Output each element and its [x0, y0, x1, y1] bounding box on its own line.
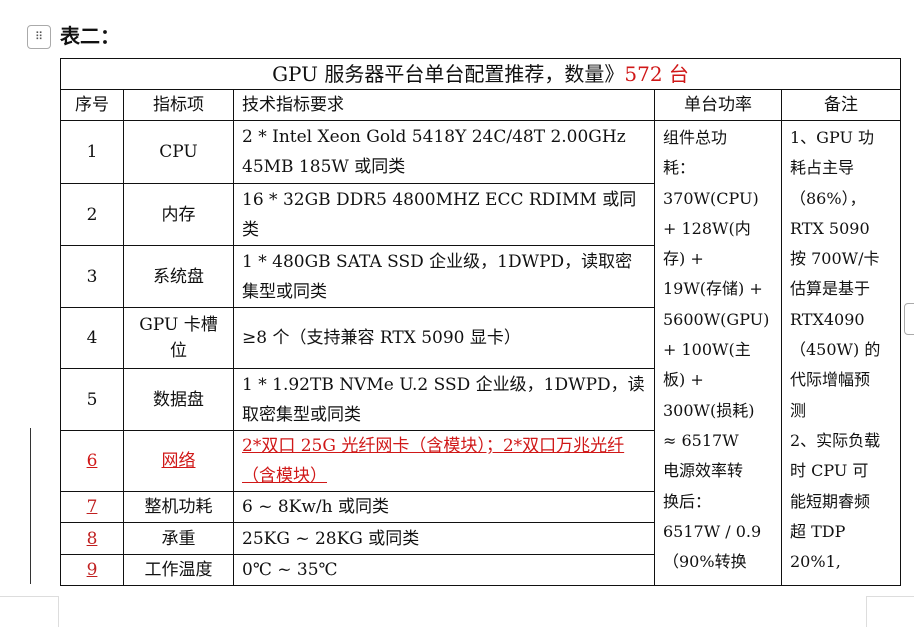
power-line: 存) + [663, 249, 704, 269]
power-line: 耗： [663, 158, 696, 178]
notes-line: 超 TDP [790, 521, 846, 541]
row-spec: ≥8 个（支持兼容 RTX 5090 显卡） [233, 307, 655, 369]
row-spec: 1 * 1.92TB NVMe U.2 SSD 企业级，1DWPD，读取密集型或… [233, 368, 655, 431]
row-item: CPU [123, 120, 234, 184]
notes-line: 按 700W/卡 [790, 249, 880, 269]
row-no: 1 [60, 120, 124, 184]
notes-line: 估算是基于 [790, 279, 871, 299]
side-tab[interactable] [904, 303, 914, 335]
power-line: 板) + [663, 370, 704, 390]
row-item: 网络 [123, 430, 234, 492]
title-text: GPU 服务器平台单台配置推荐，数量》 [272, 62, 625, 86]
power-line: 370W(CPU) [663, 188, 759, 208]
row-item: 承重 [123, 522, 234, 555]
row-no: 9 [60, 554, 124, 586]
header-power: 单台功率 [654, 89, 782, 121]
title-count: 572 台 [624, 62, 689, 86]
power-line: 6517W / 0.9 [663, 521, 762, 541]
row-spec: 2*双口 25G 光纤网卡（含模块）；2*双口万兆光纤（含模块） [233, 430, 655, 492]
row-no: 2 [60, 183, 124, 246]
notes-line: 1、GPU 功 [790, 128, 875, 147]
power-line: 300W(损耗) [663, 400, 755, 420]
power-line: 5600W(GPU) [663, 309, 770, 329]
table-title: GPU 服务器平台单台配置推荐，数量》572 台 [60, 58, 901, 90]
power-line: ≈ 6517W [663, 430, 739, 450]
row-spec: 1 * 480GB SATA SSD 企业级，1DWPD，读取密集型或同类 [233, 245, 655, 308]
row-item: 工作温度 [123, 554, 234, 586]
row-item: GPU 卡槽位 [123, 307, 234, 369]
row-spec: 16 * 32GB DDR5 4800MHZ ECC RDIMM 或同类 [233, 183, 655, 246]
power-line: 换后： [663, 491, 712, 511]
page-corner-left [0, 596, 59, 627]
power-line: + 128W(内 [663, 218, 751, 238]
notes-line: （450W) 的 [790, 340, 881, 360]
notes-line: 时 CPU 可 [790, 461, 869, 481]
header-item: 指标项 [123, 89, 234, 121]
power-cell: 组件总功耗： 370W(CPU) + 128W(内 存) + 19W(存储) + 5600… [654, 120, 782, 586]
row-spec: 0℃ ~ 35℃ [233, 554, 655, 586]
table-drag-handle[interactable]: ⠿ [27, 25, 51, 49]
section-heading: 表二： [60, 24, 120, 48]
power-line: 组件总功 [663, 128, 728, 147]
notes-line: 测 [790, 400, 807, 420]
row-spec: 25KG ~ 28KG 或同类 [233, 522, 655, 555]
row-no: 3 [60, 245, 124, 308]
row-spec: 2 * Intel Xeon Gold 5418Y 24C/48T 2.00GH… [233, 120, 655, 184]
header-notes: 备注 [781, 89, 901, 121]
power-line: + 100W(主 [663, 340, 751, 360]
row-no: 6 [60, 430, 124, 492]
power-line: （90%转换 [663, 552, 747, 572]
row-item: 数据盘 [123, 368, 234, 431]
row-item: 内存 [123, 183, 234, 246]
header-spec: 技术指标要求 [233, 89, 655, 121]
notes-line: 耗占主导 [790, 158, 855, 178]
row-no: 7 [60, 491, 124, 523]
spec-table: GPU 服务器平台单台配置推荐，数量》572 台 序号 指标项 技术指标要求 单… [60, 58, 901, 586]
power-line: 19W(存储) + [663, 279, 763, 299]
notes-line: 代际增幅预 [790, 370, 871, 390]
header-no: 序号 [60, 89, 124, 121]
notes-line: 20%1, [790, 552, 841, 572]
row-item: 系统盘 [123, 245, 234, 308]
row-no: 5 [60, 368, 124, 431]
power-line: 电源效率转 [663, 461, 744, 481]
page-corner-right [866, 596, 914, 627]
row-spec: 6 ~ 8Kw/h 或同类 [233, 491, 655, 523]
notes-line: 2、实际负载 [790, 430, 881, 450]
notes-cell: 1、GPU 功耗占主导 （86%）， RTX 5090 按 700W/卡 估算是基于 RT… [781, 120, 901, 586]
row-no: 4 [60, 307, 124, 369]
notes-line: RTX 5090 [790, 218, 870, 238]
notes-line: RTX4090 [790, 309, 865, 329]
row-item: 整机功耗 [123, 491, 234, 523]
change-bar [30, 428, 31, 584]
notes-line: 能短期睿频 [790, 491, 871, 511]
row-no: 8 [60, 522, 124, 555]
notes-line: （86%）， [790, 188, 866, 208]
